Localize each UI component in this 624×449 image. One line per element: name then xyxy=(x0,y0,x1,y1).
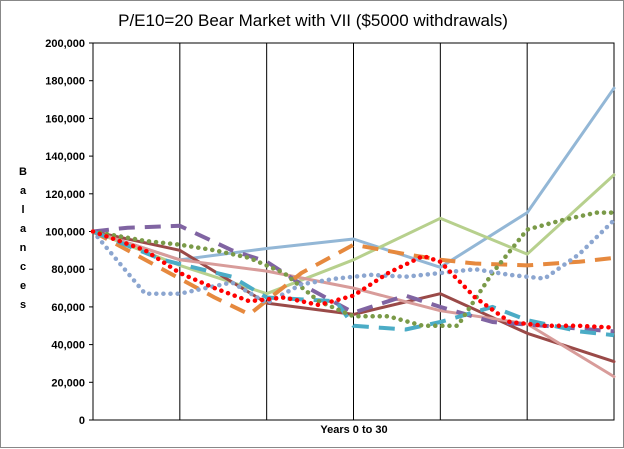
y-axis-label-char: B xyxy=(19,166,27,178)
axis-layer: 0 20,000 40,000 60,000 80,000 100,000 120,000 1… xyxy=(45,38,93,427)
y-tick-label: 100,000 xyxy=(45,227,85,239)
y-tick-label: 0 xyxy=(79,415,85,427)
y-axis-label-char: e xyxy=(20,280,26,292)
y-axis-label-char: a xyxy=(20,223,27,235)
y-axis-label-char: n xyxy=(20,242,27,254)
series-layer xyxy=(90,86,617,379)
series-line-8 xyxy=(90,210,617,329)
chart-title: P/E10=20 Bear Market with VII ($5000 wit… xyxy=(118,11,508,30)
grid-layer xyxy=(92,42,615,421)
y-tick-label: 60,000 xyxy=(51,302,85,314)
y-tick-label: 180,000 xyxy=(45,76,85,88)
series-line-10 xyxy=(90,229,617,330)
y-tick-label: 20,000 xyxy=(51,377,85,389)
y-tick-label: 160,000 xyxy=(45,113,85,125)
y-tick-label: 80,000 xyxy=(51,264,85,276)
y-axis-label-char: c xyxy=(20,261,26,273)
y-axis-label-char: a xyxy=(20,185,27,197)
series-line-9 xyxy=(90,217,617,306)
series-line-7 xyxy=(92,229,615,338)
y-tick-label: 200,000 xyxy=(45,38,85,50)
x-axis-label: Years 0 to 30 xyxy=(320,424,387,436)
y-tick-label: 140,000 xyxy=(45,151,85,163)
y-axis-label-char: l xyxy=(21,204,24,216)
y-tick-label: 40,000 xyxy=(51,340,85,352)
y-axis-label-char: s xyxy=(20,299,26,311)
series-line-4 xyxy=(91,230,616,379)
y-tick-label: 120,000 xyxy=(45,189,85,201)
series-line-5 xyxy=(92,223,615,334)
